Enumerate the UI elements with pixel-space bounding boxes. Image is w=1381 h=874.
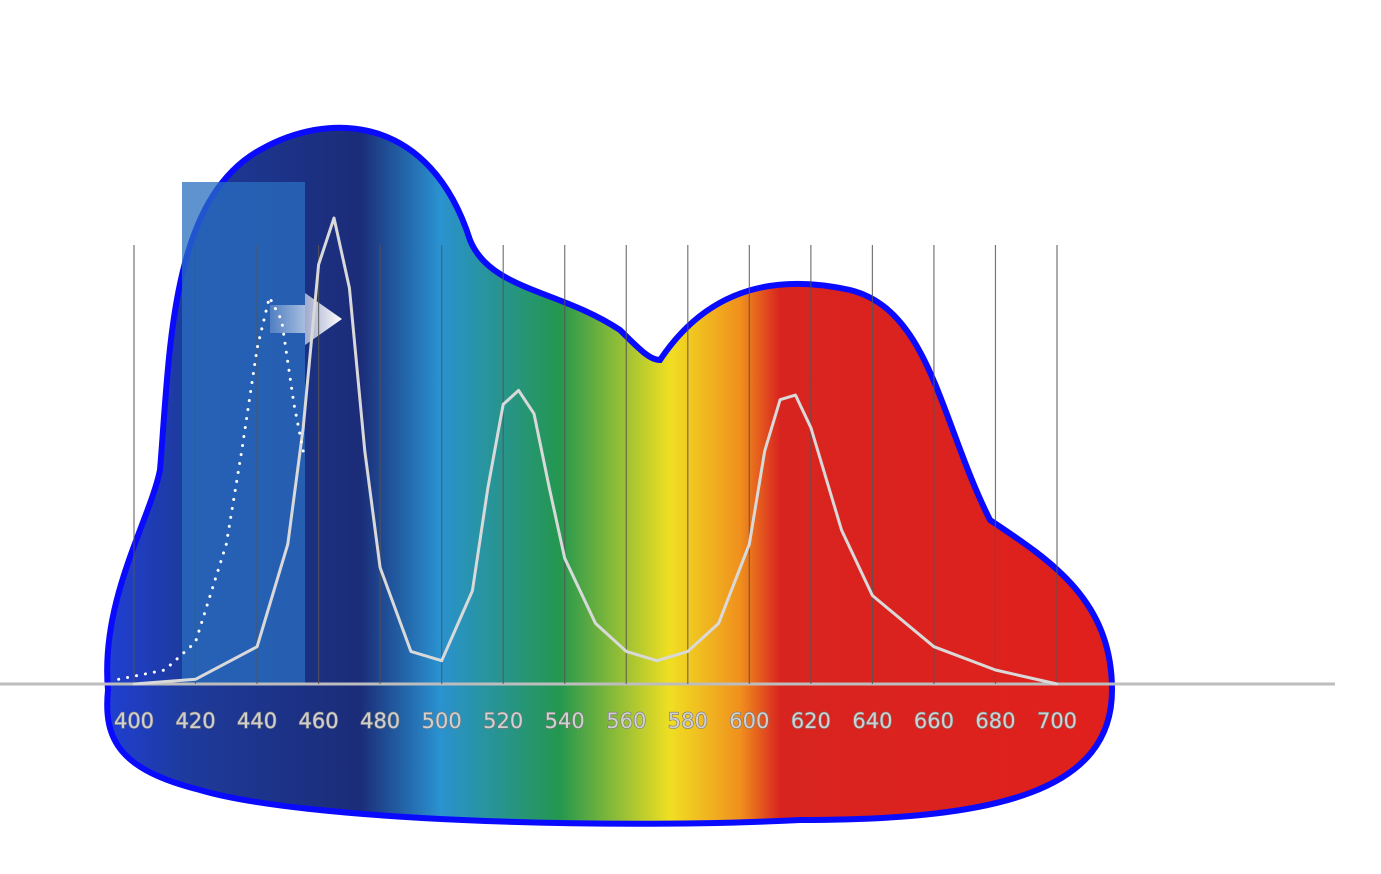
- x-tick-label: 420: [175, 709, 215, 733]
- x-tick-label: 620: [791, 709, 831, 733]
- x-tick-label: 460: [299, 709, 339, 733]
- shift-arrow: [270, 293, 342, 345]
- spectrum-line: [132, 216, 1059, 686]
- x-tick-label: 400: [114, 709, 154, 733]
- spectrum-line: [117, 295, 305, 681]
- x-tick-label: 680: [975, 709, 1015, 733]
- x-tick-label: 580: [668, 709, 708, 733]
- x-tick-label: 500: [422, 709, 462, 733]
- x-tick-label: 560: [606, 709, 646, 733]
- x-tick-label: 440: [237, 709, 277, 733]
- blue-band: [182, 182, 305, 684]
- x-tick-label: 540: [545, 709, 585, 733]
- x-tick-label: 520: [483, 709, 523, 733]
- x-tick-label: 640: [852, 709, 892, 733]
- x-tick-label: 660: [914, 709, 954, 733]
- x-tick-label: 480: [360, 709, 400, 733]
- x-tick-label: 600: [729, 709, 769, 733]
- x-tick-label: 700: [1037, 709, 1077, 733]
